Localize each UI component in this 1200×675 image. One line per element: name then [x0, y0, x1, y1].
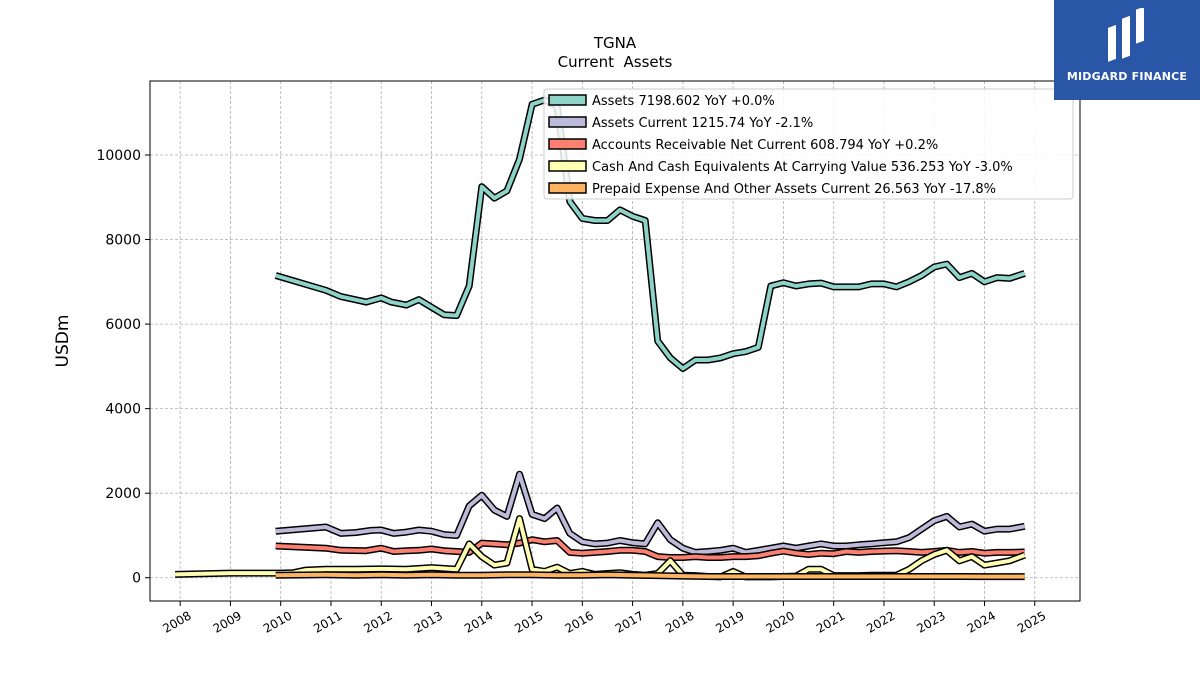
series-2: [275, 470, 1026, 556]
x-tick-label: 2008: [160, 608, 193, 635]
legend-item: Cash And Cash Equivalents At Carrying Va…: [548, 160, 1013, 175]
logo-mark-icon: [1108, 8, 1144, 62]
legend-item: Assets Current 1215.74 YoY -2.1%: [548, 116, 813, 131]
series-layer: [175, 96, 1026, 581]
x-tick-label: 2010: [261, 608, 294, 635]
plot-frame: [149, 80, 1081, 602]
series-line: [275, 572, 1025, 579]
x-tick-label: 2009: [211, 608, 244, 635]
x-tick-label: 2018: [663, 608, 696, 635]
series-4: [175, 515, 1026, 581]
series-outline: [275, 470, 1026, 556]
x-tick-label: 2011: [311, 608, 344, 635]
y-axis-label: USDm: [53, 315, 73, 368]
series-line: [275, 98, 1026, 371]
series-line: [275, 537, 1025, 560]
x-tick-label: 2013: [412, 608, 445, 635]
x-tick-label: 2015: [512, 608, 545, 635]
legend-swatch: [548, 94, 587, 106]
legend-label: Accounts Receivable Net Current 608.794 …: [592, 138, 938, 153]
x-tick-label: 2012: [361, 608, 394, 635]
y-tick-label: 2000: [105, 486, 141, 502]
y-tick-label: 4000: [105, 402, 141, 418]
legend-swatch: [548, 138, 587, 150]
x-tick-label: 2016: [562, 608, 595, 635]
legend-swatch: [548, 160, 587, 172]
legend-item: Assets 7198.602 YoY +0.0%: [548, 94, 775, 109]
x-tick-label: 2017: [613, 608, 646, 635]
x-tick-label: 2022: [864, 608, 897, 635]
legend-item: Accounts Receivable Net Current 608.794 …: [548, 138, 938, 153]
y-tick-label: 0: [132, 571, 141, 587]
legend-swatch: [548, 182, 587, 194]
legend-swatch: [548, 116, 587, 128]
x-tick-label: 2020: [764, 608, 797, 635]
legend-label: Assets 7198.602 YoY +0.0%: [592, 94, 775, 109]
brand-logo: MIDGARD FINANCE: [1054, 0, 1200, 100]
brand-name: MIDGARD FINANCE: [1066, 70, 1188, 83]
x-tick-label: 2014: [462, 608, 495, 635]
series-line: [275, 472, 1026, 555]
ticks: 2008 2009 2010 2011 2012 2013 2014 2015 2016 2017…: [96, 148, 1048, 636]
x-tick-label: 2025: [1015, 608, 1048, 635]
x-tick-label: 2019: [713, 608, 746, 635]
chart-subtitle: Current Assets: [558, 53, 673, 71]
legend-box: [543, 88, 1074, 200]
chart-title: TGNA: [593, 34, 637, 52]
x-tick-label: 2024: [965, 608, 998, 635]
x-tick-label: 2021: [814, 608, 847, 635]
series-1: [274, 96, 1026, 372]
legend: Assets 7198.602 YoY +0.0% Assets Current …: [543, 88, 1074, 200]
y-tick-label: 6000: [105, 317, 141, 333]
y-tick-label: 8000: [105, 233, 141, 249]
x-tick-label: 2023: [914, 608, 947, 635]
legend-label: Prepaid Expense And Other Assets Current…: [592, 182, 996, 197]
legend-item: Prepaid Expense And Other Assets Current…: [548, 182, 996, 197]
legend-label: Assets Current 1215.74 YoY -2.1%: [592, 116, 813, 131]
series-3: [275, 536, 1025, 561]
legend-label: Cash And Cash Equivalents At Carrying Va…: [592, 160, 1013, 175]
y-tick-label: 10000: [96, 148, 141, 164]
series-5: [275, 571, 1025, 581]
series-line: [175, 516, 1026, 579]
